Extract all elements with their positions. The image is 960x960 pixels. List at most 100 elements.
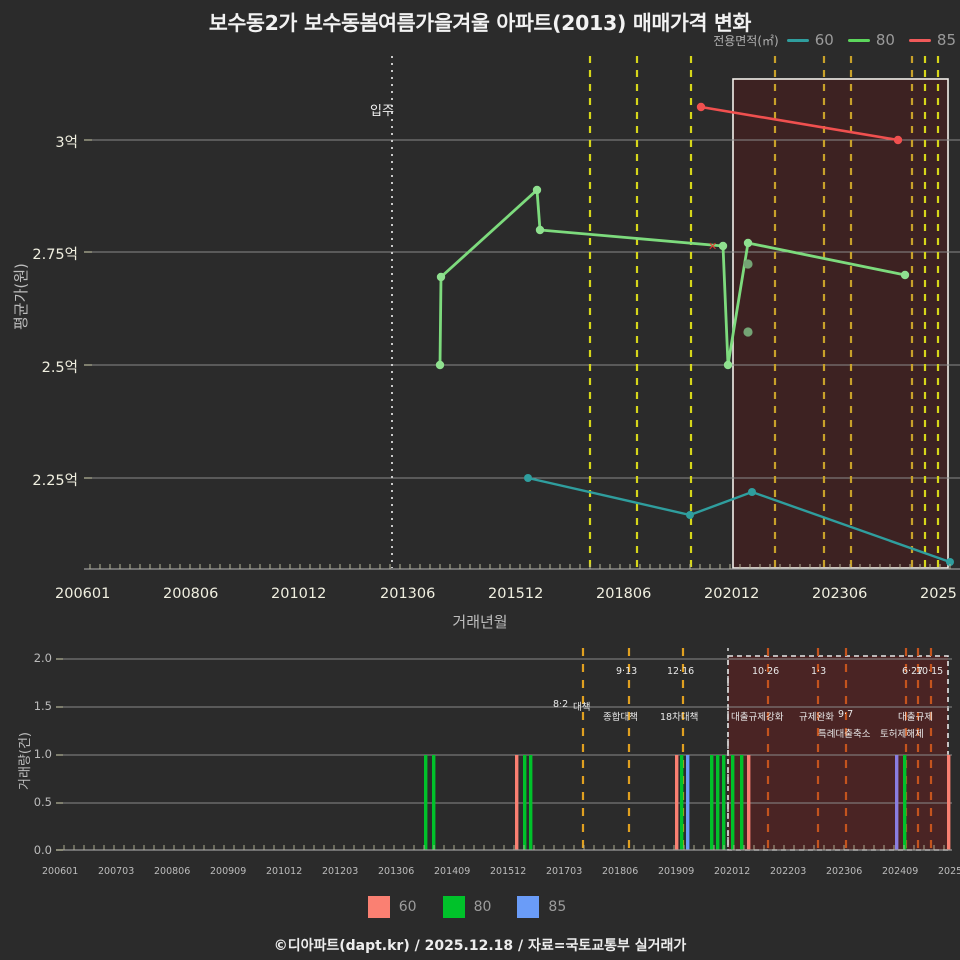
bar [722, 755, 726, 850]
legend-item-80[interactable]: 80 [875, 31, 895, 49]
highlight-region [733, 79, 948, 568]
bar [747, 755, 751, 850]
bar [680, 755, 684, 850]
policy-label-1216-num: 12·16 [667, 666, 695, 677]
series-60-line [527, 476, 951, 564]
x-tick-7: 202306 [812, 586, 868, 602]
move-in-label: 입주 [370, 104, 394, 119]
volume-y-tick-00: 0.0 [33, 843, 52, 857]
volume-x-tick-3: 200909 [210, 866, 247, 877]
x-tick-4: 201512 [488, 586, 544, 602]
volume-y-tick-05: 0.5 [33, 795, 52, 809]
y-tick-25: 2.5억 [41, 360, 78, 376]
volume-x-tick-12: 202012 [714, 866, 751, 877]
price-chart: ✕ [84, 56, 960, 570]
legend-swatch-60 [786, 38, 809, 42]
volume-x-tick-5: 201203 [322, 866, 359, 877]
volume-x-tick-2: 200806 [154, 866, 191, 877]
bar [895, 755, 899, 850]
y-tick-3: 3억 [55, 135, 78, 151]
bar [716, 755, 720, 850]
policy-label-97-txt: 특례대출축소 [818, 729, 871, 740]
policy-label-913-num: 9·13 [616, 666, 638, 677]
volume-y-axis-title: 거래량(건) [18, 732, 33, 790]
y-tick-225: 2.25억 [32, 473, 78, 489]
legend-bottom: 60 80 85 [0, 896, 960, 918]
x-tick-6: 202012 [704, 586, 760, 602]
bar [947, 755, 951, 850]
policy-label-97-num: 9·7 [838, 709, 854, 720]
policy-label-913-txt: 종합대책 [603, 712, 638, 723]
x-tick-8: 2025 [920, 586, 957, 602]
page-title: 보수동2가 보수동봄여름가을겨울 아파트(2013) 매매가격 변화 [208, 11, 752, 35]
legend-item-85[interactable]: 85 [936, 31, 956, 49]
volume-x-tick-10: 201806 [602, 866, 639, 877]
bar [710, 755, 714, 850]
x-tick-3: 201306 [380, 586, 436, 602]
footer-credit: ©디아파트(dapt.kr) / 2025.12.18 / 자료=국토교통부 실… [273, 938, 687, 954]
policy-label-1026-num: 10·26 [752, 666, 780, 677]
bar [731, 755, 735, 850]
legend-bottom-item-60[interactable]: 60 [398, 899, 417, 915]
volume-x-tick-15: 202409 [882, 866, 919, 877]
policy-label-1015-num: 10·15 [916, 666, 944, 677]
volume-policy-lines [581, 648, 933, 850]
volume-x-tick-8: 201512 [490, 866, 527, 877]
policy-label-1026-txt: 대출규제강화 [731, 712, 784, 723]
volume-y-tick-15: 1.5 [33, 699, 52, 713]
x-tick-0: 200601 [55, 586, 111, 602]
legend-item-60[interactable]: 60 [814, 31, 834, 49]
volume-bars [424, 755, 951, 850]
x-tick-1: 200806 [163, 586, 219, 602]
x-tick-2: 201012 [271, 586, 327, 602]
volume-highlight-region [728, 656, 948, 850]
legend-bottom-swatch-80 [442, 896, 465, 918]
y-tick-275: 2.75억 [32, 247, 78, 263]
bar [424, 755, 428, 850]
volume-x-tick-16: 2025 [938, 866, 960, 877]
policy-label-82-txt: 대책 [573, 702, 591, 713]
volume-y-tick-20: 2.0 [33, 651, 52, 665]
policy-label-1015-txt: 토허제해제 [880, 729, 924, 740]
series-80-points [435, 185, 910, 370]
volume-x-tick-4: 201012 [266, 866, 303, 877]
bar [903, 755, 907, 850]
volume-x-tick-7: 201409 [434, 866, 471, 877]
x-minor-ticks [89, 564, 951, 569]
legend-top: 전용면적(㎡) 60 80 85 [713, 31, 956, 49]
legend-bottom-swatch-60 [367, 896, 390, 918]
policy-label-1216-txt: 18차대책 [660, 712, 699, 723]
policy-lines [588, 56, 940, 568]
volume-x-tick-9: 201703 [546, 866, 583, 877]
volume-y-tick-10: 1.0 [33, 747, 52, 761]
policy-label-13-txt: 규제완화 [799, 712, 834, 723]
bar [675, 755, 679, 850]
policy-label-13-num: 1·3 [811, 666, 827, 677]
y-ticks [84, 139, 92, 479]
volume-chart [56, 648, 952, 851]
legend-swatch-80 [847, 38, 870, 42]
bar [529, 755, 533, 850]
x-tick-5: 201806 [596, 586, 652, 602]
legend-bottom-item-80[interactable]: 80 [473, 899, 492, 915]
volume-x-tick-11: 201909 [658, 866, 695, 877]
series-80-scatter [743, 259, 753, 337]
policy-label-627-num: 6·27 [902, 666, 924, 677]
policy-label-627-txt: 대출규제 [898, 712, 933, 723]
legend-top-label: 전용면적(㎡) [713, 33, 779, 48]
legend-bottom-item-85[interactable]: 85 [548, 899, 567, 915]
bar [523, 755, 527, 850]
x-axis-title: 거래년월 [452, 613, 508, 631]
bar [432, 755, 436, 850]
volume-x-minor-ticks [63, 845, 945, 850]
volume-x-tick-1: 200703 [98, 866, 135, 877]
volume-x-tick-13: 202203 [770, 866, 807, 877]
series-60-points [524, 474, 954, 566]
series-85-point [893, 135, 903, 145]
volume-y-ticks [56, 658, 63, 851]
y-axis-title: 평균가(원) [12, 263, 30, 330]
series-85-point [696, 102, 706, 112]
volume-x-tick-14: 202306 [826, 866, 863, 877]
volume-x-tick-0: 200601 [42, 866, 79, 877]
